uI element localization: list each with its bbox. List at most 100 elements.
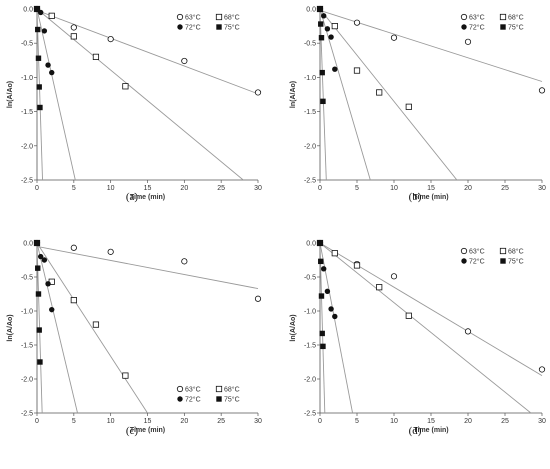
y-tick-label: -1.5 — [21, 343, 33, 350]
legend-marker — [215, 385, 223, 393]
x-tick-label: 5 — [72, 418, 76, 425]
legend-label: 63°C — [469, 248, 485, 256]
data-point-series-2 — [92, 321, 100, 328]
legend: 63°C 68°C 72°C 75°C — [460, 13, 524, 32]
data-point-series-1 — [181, 57, 188, 65]
fit-line-3 — [320, 242, 354, 413]
data-point-series-4 — [34, 6, 40, 12]
data-point-series-3 — [45, 281, 51, 287]
data-point-series-1 — [107, 35, 114, 43]
x-tick-label: 5 — [355, 418, 359, 425]
legend-label: 63°C — [185, 386, 201, 394]
panel-label: (d) — [409, 425, 422, 437]
legend: 63°C 68°C 72°C 75°C — [176, 385, 240, 404]
x-tick-label: 25 — [501, 418, 509, 425]
fit-line-3 — [37, 242, 78, 413]
data-point-series-3 — [41, 28, 48, 34]
legend-marker — [500, 258, 506, 264]
fit-line-3 — [320, 8, 371, 180]
x-tick-label: 30 — [254, 418, 262, 425]
data-point-series-4 — [317, 240, 323, 246]
legend-label: 75°C — [508, 258, 524, 266]
y-axis-label: ln(A/Ao) — [7, 314, 14, 341]
y-tick-label: -2.0 — [304, 143, 316, 150]
data-point-series-4 — [36, 327, 42, 333]
data-point-series-4 — [37, 104, 43, 111]
x-tick-label: 30 — [254, 185, 262, 192]
legend-label: 68°C — [224, 386, 240, 394]
y-axis-label: ln(A/Ao) — [290, 81, 297, 108]
legend-marker — [460, 247, 468, 255]
y-tick-label: -0.5 — [21, 41, 33, 48]
x-tick-label: 30 — [538, 185, 546, 192]
y-tick-label: -1.0 — [21, 75, 33, 82]
x-axis-label: Time (min) — [130, 194, 165, 201]
data-point-series-3 — [332, 313, 338, 320]
data-point-series-4 — [35, 55, 42, 61]
data-point-series-3 — [328, 306, 334, 312]
data-point-series-2 — [376, 89, 383, 96]
data-point-series-2 — [376, 284, 383, 291]
data-point-series-3 — [324, 26, 331, 32]
x-axis-label: Time (min) — [413, 194, 448, 201]
y-tick-label: 0.0 — [306, 241, 316, 248]
data-point-series-3 — [332, 66, 338, 72]
x-tick-label: 0 — [35, 418, 39, 425]
legend-label: 72°C — [185, 396, 201, 404]
data-point-series-4 — [320, 98, 326, 105]
data-point-series-1 — [464, 328, 472, 335]
data-point-series-1 — [254, 89, 262, 96]
data-point-series-1 — [70, 24, 77, 31]
x-tick-label: 10 — [107, 185, 115, 192]
data-point-series-4 — [318, 35, 325, 41]
x-axis-label: Time (min) — [413, 427, 448, 434]
x-tick-label: 0 — [35, 185, 39, 192]
data-point-series-3 — [49, 306, 55, 313]
y-tick-label: -1.5 — [21, 109, 33, 116]
chart-panel-1: 0.0 -0.5 -1.0 -1.5 -2.0 -2.50 5 10 15 20 25 30 Time … — [7, 5, 262, 203]
data-point-series-1 — [254, 295, 262, 302]
legend-marker — [216, 396, 222, 402]
data-point-series-4 — [35, 265, 41, 271]
data-point-series-2 — [353, 67, 361, 74]
x-tick-label: 0 — [318, 185, 322, 192]
data-point-series-4 — [318, 21, 324, 27]
x-tick-label: 15 — [427, 418, 435, 425]
legend-marker — [177, 396, 183, 402]
y-tick-label: -2.5 — [304, 411, 316, 418]
panel-label: (c) — [126, 425, 139, 437]
fit-line-4 — [37, 8, 43, 180]
data-point-series-2 — [353, 262, 361, 269]
legend-label: 63°C — [469, 14, 485, 22]
data-point-series-3 — [41, 257, 48, 263]
y-tick-label: -1.0 — [304, 309, 316, 316]
legend-label: 75°C — [508, 24, 524, 32]
legend-label: 68°C — [508, 14, 524, 22]
data-point-series-3 — [37, 253, 44, 260]
x-tick-label: 0 — [318, 418, 322, 425]
data-point-series-3 — [328, 34, 334, 40]
fit-line-4 — [320, 8, 327, 180]
y-tick-label: -1.5 — [304, 343, 316, 350]
data-point-series-4 — [35, 291, 42, 297]
y-tick-label: 0.0 — [23, 241, 33, 248]
y-tick-label: -2.5 — [21, 178, 33, 185]
y-tick-label: -2.5 — [304, 178, 316, 185]
x-tick-label: 30 — [538, 418, 546, 425]
data-point-series-1 — [464, 38, 472, 45]
legend-label: 75°C — [224, 24, 240, 32]
data-point-series-2 — [70, 297, 77, 304]
fit-line-1 — [37, 245, 259, 290]
y-tick-label: -2.0 — [21, 377, 33, 384]
x-tick-label: 25 — [501, 185, 509, 192]
y-tick-label: -1.5 — [304, 109, 316, 116]
data-point-series-2 — [122, 372, 129, 379]
legend-marker — [460, 13, 468, 21]
panel-label: (a) — [126, 191, 139, 203]
legend-label: 63°C — [185, 14, 201, 22]
y-tick-label: -2.5 — [21, 411, 33, 418]
data-point-series-1 — [107, 248, 114, 255]
x-tick-label: 5 — [72, 185, 76, 192]
y-tick-label: -2.0 — [304, 377, 316, 384]
